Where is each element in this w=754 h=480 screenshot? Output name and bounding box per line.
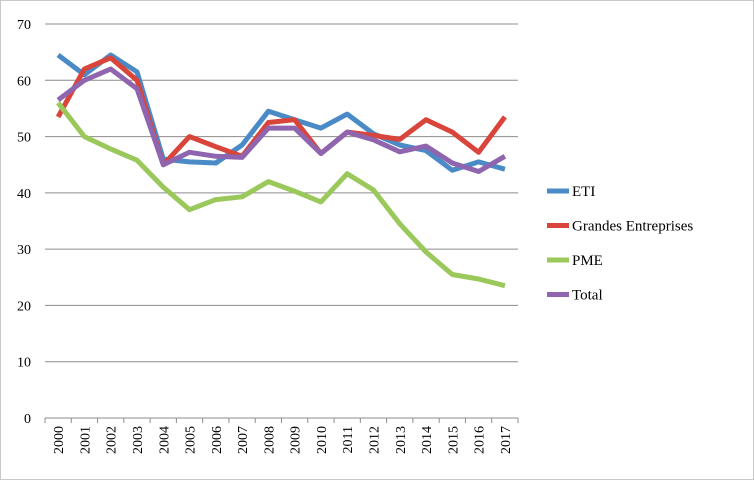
legend-label: PME [572, 253, 603, 269]
x-tick-label: 2001 [78, 426, 93, 454]
x-tick-label: 2005 [184, 426, 199, 454]
x-tick-label: 2004 [157, 426, 172, 454]
legend-item: ETI [547, 184, 595, 200]
x-tick-label: 2002 [105, 426, 120, 454]
y-axis-ticks: 0 10 20 30 40 50 60 70 [17, 18, 31, 427]
series-line-pme [56, 101, 506, 289]
x-axis [44, 417, 519, 423]
legend-item: Total [547, 288, 603, 304]
x-tick-label: 2008 [262, 426, 277, 454]
legend-label: Grandes Entreprises [572, 219, 693, 235]
y-tick-label: 70 [17, 18, 31, 33]
series-lines [55, 52, 507, 289]
x-tick-label: 2015 [446, 426, 461, 454]
y-tick-label: 20 [17, 299, 31, 314]
series-line-grandes-entreprises [55, 55, 507, 168]
legend-label: ETI [572, 184, 595, 200]
x-tick-label: 2010 [315, 426, 330, 454]
series-line-total [56, 66, 507, 174]
y-tick-label: 40 [17, 187, 31, 202]
x-tick-label: 2012 [367, 426, 382, 454]
x-tick-label: 2014 [420, 426, 435, 454]
x-tick-label: 2011 [341, 426, 356, 453]
x-tick-label: 2007 [236, 426, 251, 454]
x-axis-ticks: 2000 2001 2002 2003 2004 2005 2006 2007 2008 2009… [52, 426, 514, 454]
y-tick-label: 10 [17, 356, 31, 371]
legend: ETI Grandes Entreprises PME Total [547, 184, 693, 304]
y-tick-label: 30 [17, 243, 31, 258]
y-tick-label: 60 [17, 74, 31, 89]
x-tick-label: 2000 [52, 426, 67, 454]
legend-label: Total [572, 288, 603, 304]
x-tick-label: 2016 [473, 426, 488, 454]
y-tick-label: 50 [17, 131, 31, 146]
series-line-eti [56, 52, 506, 173]
x-tick-label: 2017 [499, 426, 514, 454]
x-tick-label: 2003 [131, 426, 146, 454]
y-tick-label: 0 [24, 412, 31, 427]
grid-lines [45, 23, 518, 363]
legend-item: Grandes Entreprises [547, 219, 693, 235]
legend-item: PME [547, 253, 603, 269]
x-tick-label: 2009 [289, 426, 304, 454]
x-tick-label: 2013 [394, 426, 409, 454]
x-tick-label: 2006 [210, 426, 225, 454]
